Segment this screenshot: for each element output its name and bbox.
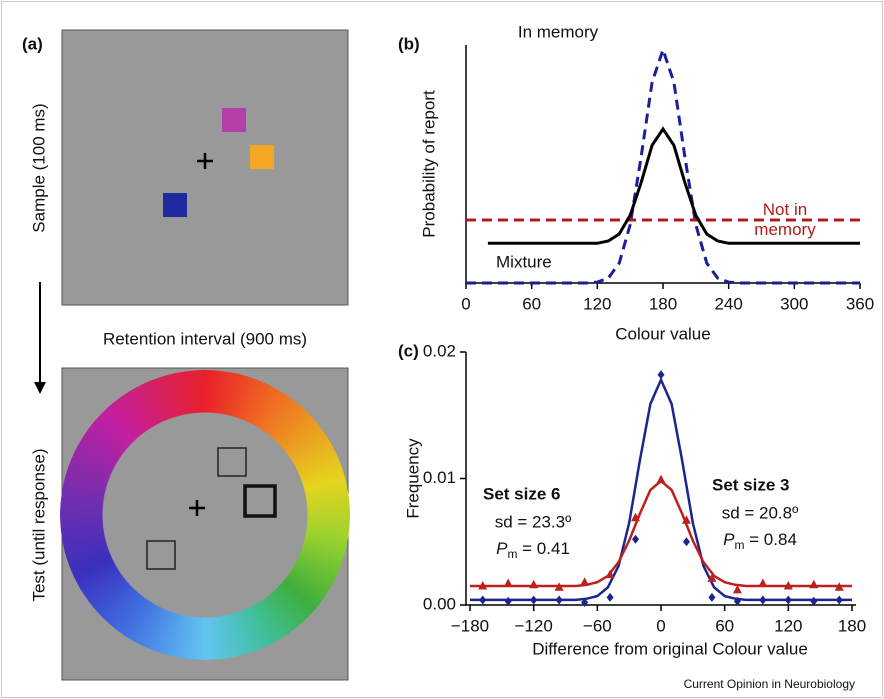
- x-tick-label: −60: [583, 616, 612, 635]
- data-point: [707, 573, 717, 582]
- data-point: [554, 582, 564, 591]
- data-point: [580, 577, 590, 586]
- y-axis-label: Probability of report: [419, 90, 438, 238]
- sample-label: Sample (100 ms): [29, 103, 48, 232]
- x-axis-label: Difference from original Colour value: [532, 639, 808, 658]
- colour-wheel-holder: [60, 370, 350, 660]
- data-point: [732, 584, 742, 594]
- sd-annotation: sd = 20.8º: [722, 503, 799, 522]
- sample-square: [163, 193, 187, 217]
- data-point: [681, 515, 691, 524]
- panel-label: (a): [22, 34, 43, 53]
- series-label: Set size 3: [712, 475, 790, 494]
- series-line: [487, 126, 860, 245]
- pm-value: = 0.41: [517, 539, 569, 558]
- x-tick-label: 60: [522, 294, 541, 313]
- data-point: [834, 582, 844, 591]
- data-point: [605, 569, 615, 579]
- x-tick-label: 120: [583, 294, 611, 313]
- data-point: [657, 370, 665, 380]
- sample-display: [61, 29, 349, 306]
- y-axis-label: Frequency: [403, 438, 422, 519]
- x-tick-label: 0: [461, 294, 470, 313]
- test-square-probed: [243, 484, 277, 518]
- data-point: [479, 595, 487, 605]
- data-point: [581, 597, 589, 607]
- x-tick-label: 0: [656, 616, 665, 635]
- data-point: [504, 596, 512, 606]
- pm-symbol: P: [723, 530, 735, 549]
- sample-square: [222, 108, 246, 132]
- sd-annotation: sd = 23.3º: [495, 512, 572, 531]
- series-line: [466, 44, 860, 285]
- data-point: [733, 596, 741, 606]
- data-point: [783, 581, 793, 590]
- data-point: [758, 578, 768, 587]
- test-square: [217, 447, 247, 477]
- data-point: [809, 579, 819, 589]
- x-tick-label: 180: [838, 616, 866, 635]
- data-point: [529, 579, 539, 589]
- pm-annotation: Pm = 0.41: [496, 539, 570, 561]
- x-tick-label: 240: [714, 294, 742, 313]
- data-point: [835, 595, 843, 605]
- data-point: [555, 595, 563, 605]
- data-point: [632, 534, 640, 544]
- data-point: [708, 592, 716, 602]
- pm-annotation: Pm = 0.84: [723, 530, 797, 552]
- data-point: [606, 592, 614, 602]
- pm-symbol: P: [496, 539, 508, 558]
- sample-square: [250, 145, 274, 169]
- y-tick-label: 0.01: [423, 468, 456, 487]
- data-point: [503, 578, 513, 587]
- colour-wheel: [60, 370, 350, 660]
- fixation-cross: [197, 153, 213, 169]
- x-tick-label: 360: [846, 294, 874, 313]
- data-point: [784, 595, 792, 605]
- data-point: [530, 595, 538, 605]
- x-tick-label: 300: [780, 294, 808, 313]
- test-label: Test (until response): [29, 448, 48, 601]
- retention-label: Retention interval (900 ms): [103, 329, 307, 348]
- annotation: Not in memory: [754, 200, 816, 239]
- source: Current Opinion in Neurobiology: [684, 677, 855, 691]
- panel-label: (b): [398, 34, 420, 53]
- arrow-head: [34, 382, 46, 394]
- data-point: [478, 581, 488, 590]
- x-axis-label: Colour value: [615, 324, 710, 343]
- series-label: Set size 6: [483, 484, 561, 503]
- data-point: [631, 512, 641, 522]
- pm-subscript: m: [507, 547, 517, 561]
- panel-label: (c): [398, 341, 419, 360]
- test-square: [146, 540, 176, 570]
- pm-subscript: m: [734, 538, 744, 552]
- annotation: Mixture: [496, 252, 552, 271]
- fixation-cross: [189, 500, 205, 516]
- data-point: [759, 595, 767, 605]
- x-tick-label: 120: [774, 616, 802, 635]
- y-tick-label: 0.02: [423, 341, 456, 360]
- x-tick-label: 180: [649, 294, 677, 313]
- data-point: [656, 474, 666, 484]
- pm-value: = 0.84: [744, 530, 796, 549]
- x-tick-label: −120: [515, 616, 553, 635]
- annotation: In memory: [518, 22, 599, 41]
- y-tick-label: 0.00: [423, 594, 456, 613]
- data-point: [682, 537, 690, 547]
- x-tick-label: −180: [451, 616, 489, 635]
- axis: [465, 45, 860, 284]
- x-tick-label: 60: [715, 616, 734, 635]
- data-point: [810, 596, 818, 606]
